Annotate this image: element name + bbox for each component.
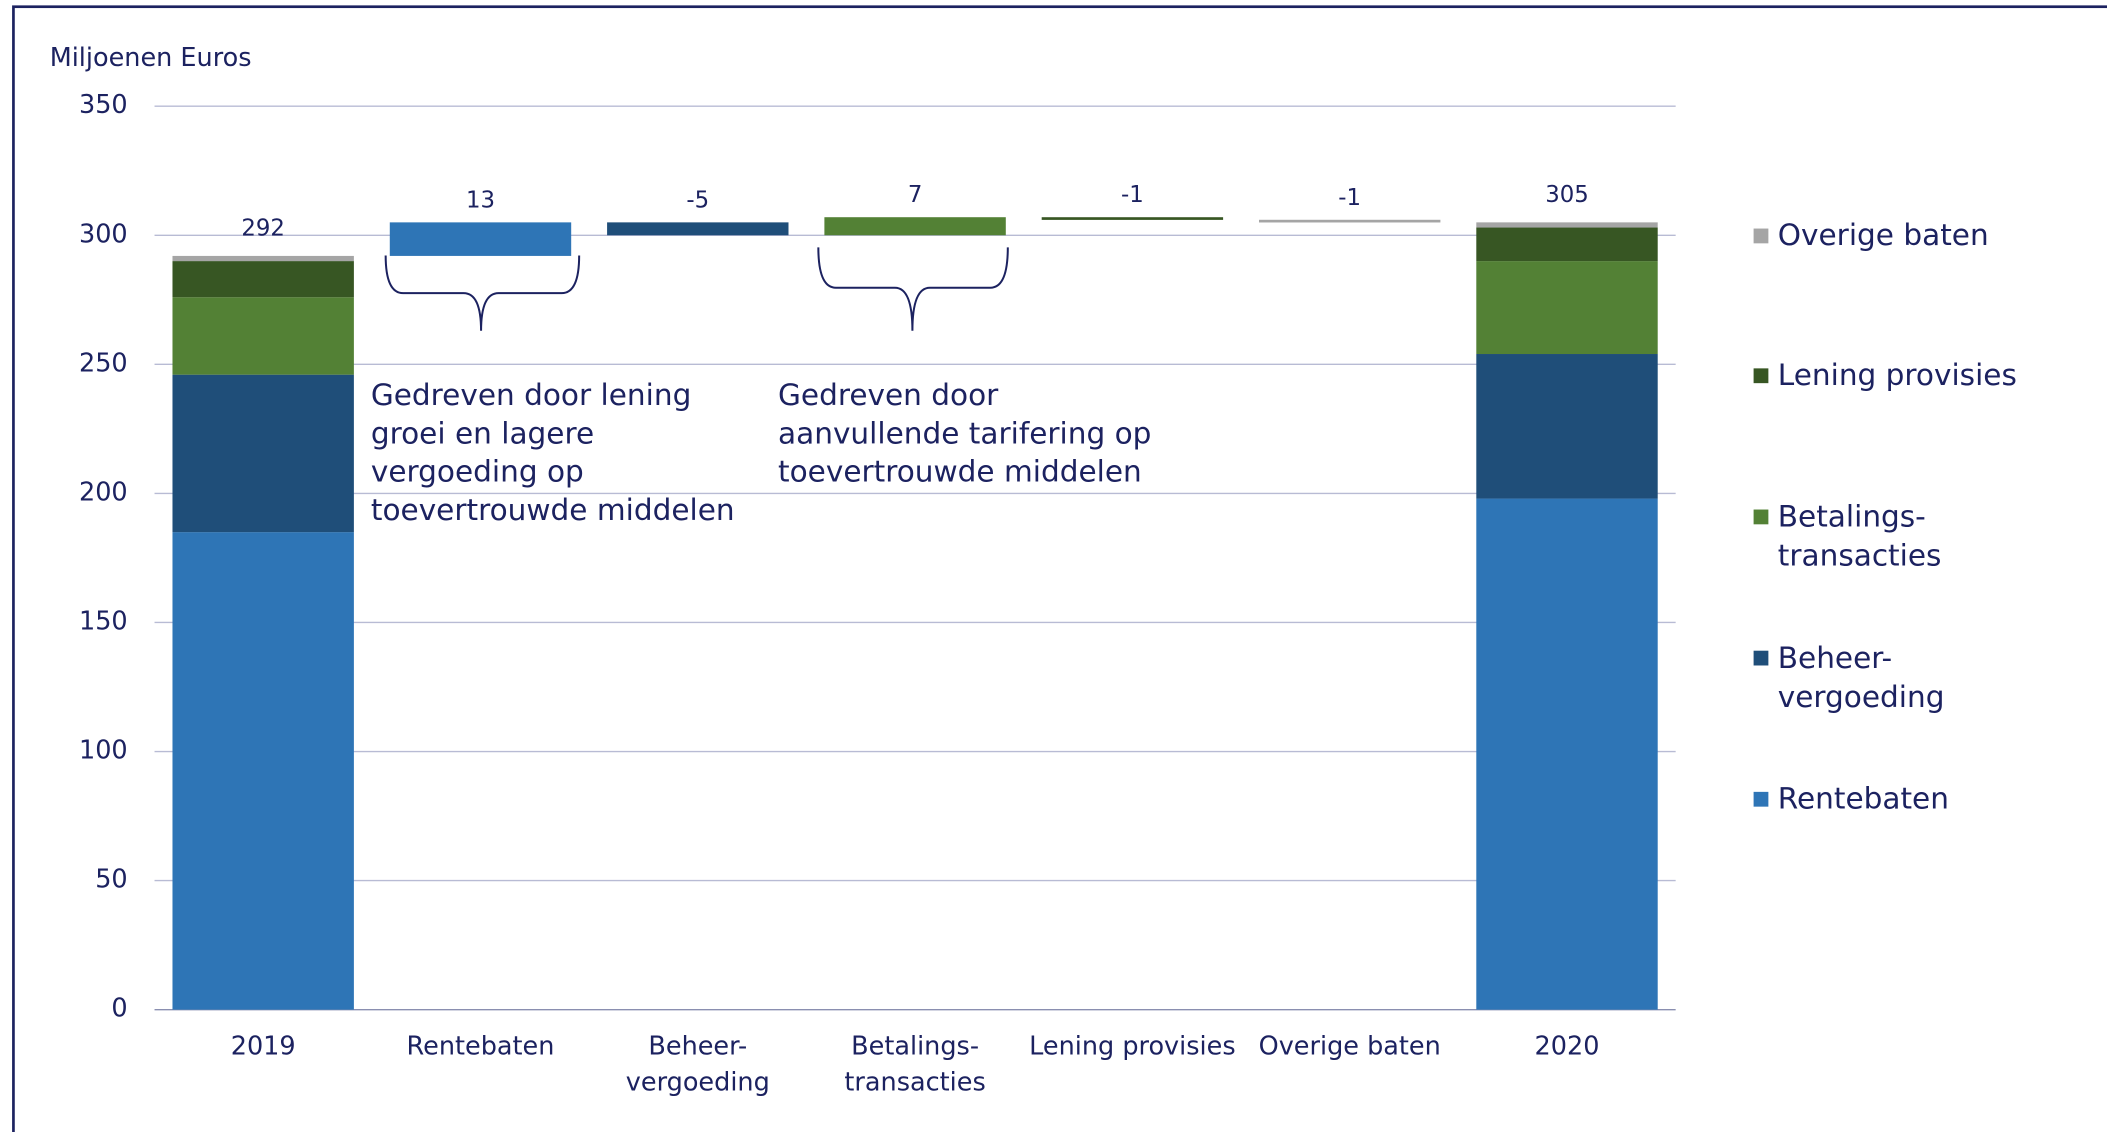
bar-segment [172,532,354,1010]
total-label: 292 [241,216,285,242]
legend-label: Betalings-transacties [1778,499,1942,572]
bar-segment [1476,498,1658,1010]
value-label: -1 [1338,185,1361,211]
legend-swatch [1753,368,1769,384]
x-tick-label: Betalings-transacties [844,1031,985,1097]
y-tick-label: 150 [79,606,128,636]
bar-segment [172,261,354,298]
bar-segment [1476,227,1658,262]
delta-bar [389,222,572,256]
bar-segment [1476,261,1658,355]
legend-label: Lening provisies [1778,358,2017,392]
annotation: groei en lagere [371,416,594,450]
bar-segment [172,297,354,375]
legend-swatch [1753,650,1769,666]
x-tick-label: Lening provisies [1029,1031,1235,1061]
brace [384,255,581,331]
y-axis-label: Miljoenen Euros [50,43,252,73]
annotation: Gedreven door lening [371,378,691,412]
x-tick-label: Beheer-vergoeding [626,1031,770,1097]
value-label: 7 [908,182,923,208]
y-tick-label: 0 [111,994,127,1024]
value-label: -5 [686,187,709,213]
y-tick-label: 250 [79,348,128,378]
delta-bar [1041,217,1224,220]
legend-swatch [1753,228,1769,244]
y-tick-label: 350 [79,90,128,120]
bar-segment [1476,222,1658,228]
x-tick-label: 2019 [231,1031,296,1061]
bar-segment [1476,354,1658,499]
x-tick-label: Overige baten [1259,1031,1441,1061]
bar-segment [172,255,354,262]
y-tick-label: 200 [79,477,128,507]
legend-label: Overige baten [1778,218,1989,252]
y-tick-label: 50 [95,865,127,895]
annotation: toevertrouwde middelen [371,493,735,527]
value-label: -1 [1121,182,1144,208]
legend-swatch [1753,791,1769,807]
delta-bar [607,222,789,236]
annotation: vergoeding op [371,455,584,489]
bar-segment [172,374,354,533]
legend-label: Beheer-vergoeding [1778,640,1945,713]
annotation: toevertrouwde middelen [778,455,1142,489]
legend-swatch [1753,509,1769,525]
value-label: 13 [466,187,495,213]
delta-bar [824,217,1006,236]
annotation: Gedreven door [778,378,999,412]
brace [817,247,1009,331]
x-tick-label: 2020 [1535,1031,1600,1061]
y-tick-label: 300 [79,219,128,249]
total-label: 305 [1545,182,1589,208]
y-tick-label: 100 [79,736,128,766]
delta-bar [1258,219,1441,223]
annotation: aanvullende tarifering op [778,416,1151,450]
frame [12,5,2107,1132]
x-tick-label: Rentebaten [407,1031,555,1061]
legend-label: Rentebaten [1778,781,1949,815]
